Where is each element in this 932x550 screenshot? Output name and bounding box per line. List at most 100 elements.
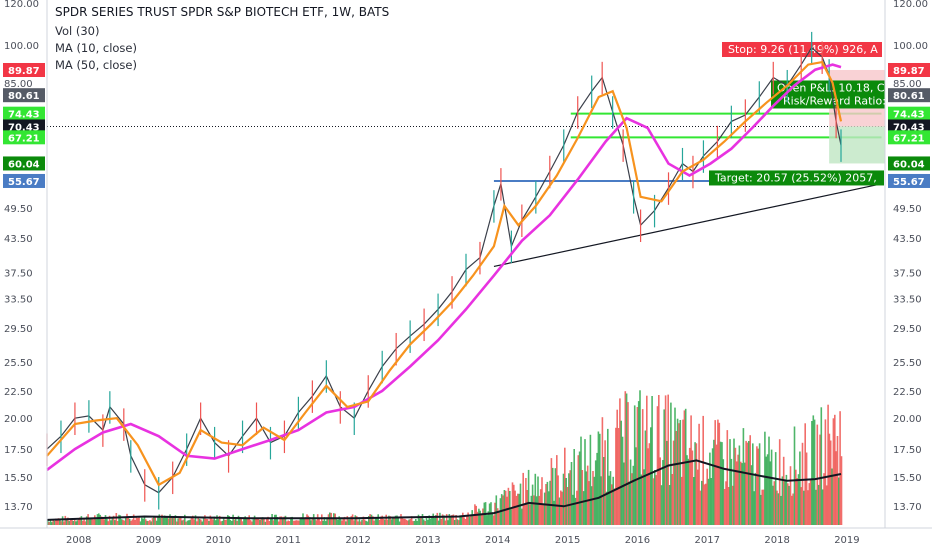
volume-bar [576,490,578,525]
volume-bar [186,520,189,525]
volume-bar [409,519,412,525]
volume-bar [386,519,389,525]
volume-bar [451,515,453,525]
volume-bar [280,516,283,525]
y-tick-label-right: 17.50 [893,445,922,456]
x-tick-label: 2014 [485,535,510,546]
volume-bar [611,484,613,525]
volume-bar [581,470,584,525]
volume-bar [77,518,80,525]
volume-bar [208,521,210,525]
volume-bar [134,520,136,525]
volume-bar [748,441,750,525]
volume-bar [734,447,737,525]
volume-bar [192,515,194,525]
volume-bar [369,514,371,525]
volume-bar [698,423,700,525]
x-tick-label: 2011 [276,535,301,546]
volume-bar [299,518,302,525]
volume-bar [760,494,762,525]
legend-ma10: MA (10, close) [55,41,137,55]
volume-bar [390,519,393,525]
volume-bar [523,504,526,525]
volume-bar [80,516,83,525]
volume-bar [713,439,715,525]
volume-bar [91,517,93,525]
volume-bar [167,518,170,525]
volume-bar [294,520,296,525]
volume-bar [460,515,463,525]
volume-bar [316,514,319,525]
volume-bar [620,420,622,525]
volume-bar [397,516,400,525]
volume-bar [709,452,711,525]
volume-bar [248,515,250,525]
volume-bar [612,476,614,525]
volume-bar [691,450,694,525]
volume-ma-line [46,459,842,521]
volume-bar [358,519,361,525]
volume-bar [131,519,134,525]
volume-bar [276,517,279,525]
volume-bar [96,514,99,525]
volume-bar [517,493,519,525]
y-tick-label-right: 20.00 [893,414,922,425]
volume-bar [385,514,387,525]
price-line [46,46,842,494]
target-label-box [709,170,884,186]
volume-bar [539,489,542,525]
volume-bar [615,427,617,525]
volume-bar [410,516,413,525]
left-price-axis[interactable]: 120.00 100.00 85.00 49.50 43.50 37.50 33.50 29.… [4,0,39,513]
volume-bar [170,516,173,525]
y-tick-label-right: 25.50 [893,358,922,369]
volume-bar [145,519,147,525]
volume-bar [79,517,81,525]
volume-bar [108,515,111,525]
time-axis[interactable]: 2008 2009 2010 2011 2012 2013 2014 2015 2016 2017… [66,535,860,546]
volume-bar [582,491,585,525]
volume-bar [660,485,663,525]
volume-bar [787,483,789,525]
volume-bar [400,514,402,525]
volume-bar [190,517,193,525]
price-tag-label-left: 80.61 [8,91,40,102]
volume-bar [829,440,832,525]
volume-bar [737,454,739,525]
volume-bar [311,517,314,525]
volume-bar [404,518,406,525]
volume-bar [455,515,457,525]
volume-bar [631,473,633,525]
volume-bar [222,517,225,525]
volume-bar [151,518,154,525]
y-tick-label-left: 37.50 [4,269,33,280]
volume-bar [471,510,473,525]
volume-bar [347,519,350,525]
volume-bar [807,490,809,525]
price-tag-label-left: 67.21 [8,133,40,144]
volume-bar [107,521,109,525]
volume-bar [812,415,815,525]
volume-bar [202,518,205,525]
volume-bar [291,516,293,525]
y-tick-label-right: 33.50 [893,295,922,306]
volume-bar [500,494,503,525]
volume-bar [808,483,811,525]
volume-bar [533,495,535,525]
volume-bar [180,516,182,525]
volume-bar [381,515,383,525]
volume-bar [271,514,273,525]
volume-bar [229,519,232,525]
price-tag-label-right: 70.43 [893,122,925,133]
right-price-axis[interactable]: 120.00 100.00 85.00 49.50 43.50 37.50 33.50 29.… [893,0,928,513]
volume-bar [820,407,823,525]
volume-bar [75,521,77,525]
volume-bar [658,395,660,525]
volume-bar [553,500,555,525]
volume-bar [59,518,61,525]
volume-bar [561,491,563,525]
volume-bar [623,462,625,525]
